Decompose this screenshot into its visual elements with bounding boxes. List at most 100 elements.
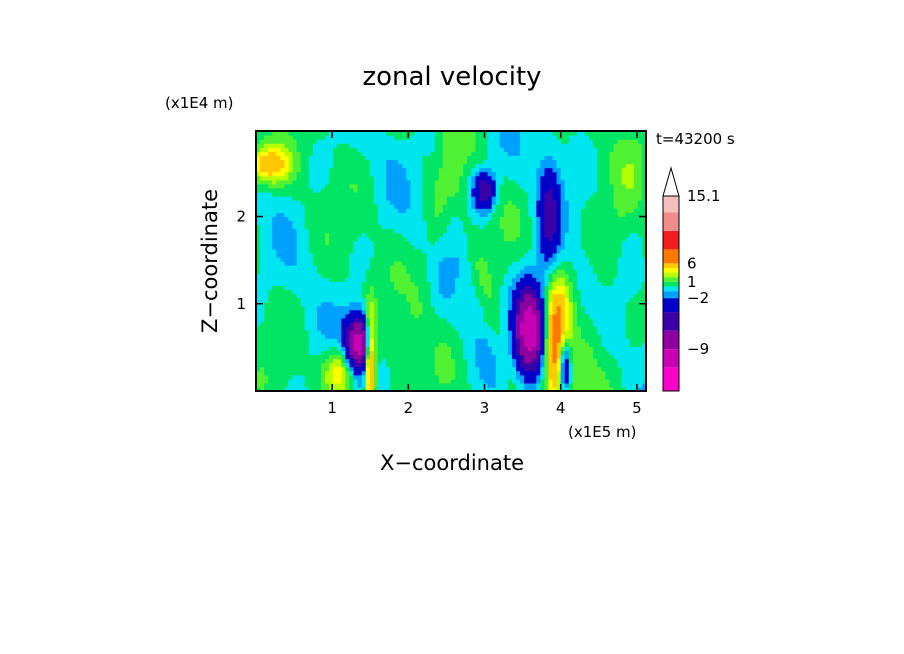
field-cell [256,313,261,319]
field-cell [321,317,326,323]
field-cell [593,309,598,315]
field-cell [581,208,586,213]
field-cell [459,326,464,331]
field-cell [597,289,602,295]
field-cell [503,179,509,185]
field-cell [520,224,525,230]
field-cell [524,204,529,209]
field-cell [430,378,436,384]
field-cell [511,200,517,205]
field-cell [479,293,485,299]
field-cell [564,220,570,226]
field-cell [568,382,574,388]
field-cell [503,228,509,234]
field-cell [617,220,623,226]
field-cell [475,208,481,213]
field-cell [589,196,594,201]
field-cell [308,309,314,315]
field-cell [390,261,395,266]
field-cell [524,256,529,262]
field-cell [507,297,513,303]
field-cell [414,200,420,205]
field-cell [321,378,326,384]
field-cell [418,362,424,368]
field-cell [491,309,497,315]
field-cell [268,358,273,364]
field-cell [402,232,407,238]
field-cell [621,297,627,303]
field-cell [621,269,627,274]
field-cell [560,183,566,189]
field-cell [491,366,497,372]
field-cell [495,366,501,372]
field-cell [284,183,290,189]
field-cell [414,285,420,291]
field-cell [414,273,420,278]
field-cell [280,248,286,254]
field-cell [451,228,456,234]
field-cell [471,334,476,339]
field-cell [629,309,635,315]
field-cell [597,281,602,286]
field-cell [503,289,509,295]
field-cell [507,244,513,250]
field-cell [422,326,428,331]
field-cell [304,265,310,270]
field-cell [345,191,351,197]
field-cell [321,265,326,270]
field-cell [483,212,489,217]
field-cell [357,326,363,331]
field-cell [337,204,342,209]
field-cell [597,200,602,205]
field-cell [381,346,387,351]
field-cell [377,216,383,221]
field-cell [414,179,420,185]
field-cell [329,374,334,380]
field-cell [552,342,558,347]
field-cell [601,370,606,376]
field-cell [572,200,578,205]
field-cell [260,354,265,360]
field-cell [434,350,440,356]
field-cell [463,256,468,262]
field-cell [589,354,594,360]
field-cell [284,277,290,282]
field-cell [296,350,302,356]
field-cell [576,370,582,376]
field-cell [418,240,424,246]
field-cell [426,191,432,197]
field-cell [321,179,326,185]
field-cell [381,382,387,388]
field-cell [357,370,363,376]
field-cell [552,305,558,311]
field-cell [451,354,456,360]
field-cell [280,179,286,185]
field-cell [369,305,375,311]
field-cell [325,240,330,246]
field-cell [410,305,416,311]
field-cell [345,378,351,384]
field-cell [601,326,606,331]
field-cell [613,281,619,286]
field-cell [495,228,501,234]
field-cell [398,212,403,217]
field-cell [304,313,310,319]
field-cell [345,236,351,242]
field-cell [585,285,590,291]
field-cell [479,330,485,335]
field-cell [467,301,472,307]
field-cell [609,362,615,368]
field-cell [373,179,379,185]
field-cell [312,212,318,217]
field-cell [406,374,411,380]
field-cell [312,362,318,368]
field-cell [280,252,286,258]
field-cell [325,244,330,250]
field-cell [442,313,448,319]
field-cell [300,236,306,242]
field-cell [446,228,452,234]
field-cell [613,252,619,258]
field-cell [438,204,444,209]
field-cell [507,187,513,193]
field-cell [365,305,371,311]
